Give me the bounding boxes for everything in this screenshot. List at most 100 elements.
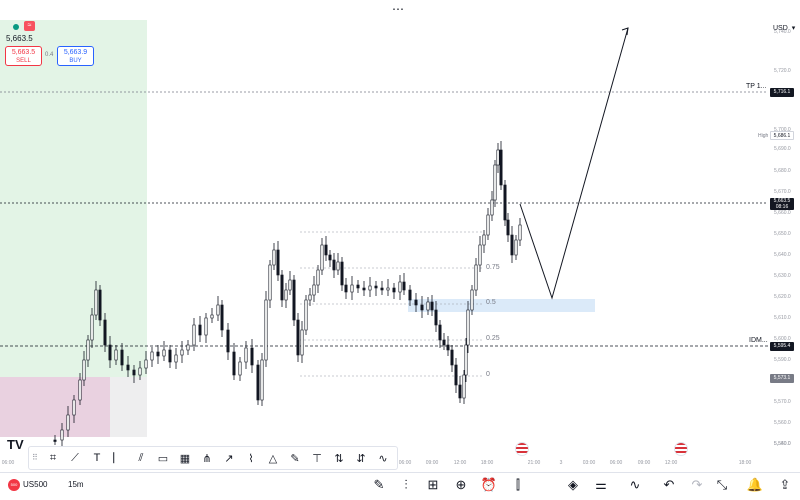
currency-selector[interactable]: USD ▾ [773, 24, 795, 32]
candle-body [514, 239, 518, 256]
candle-body [490, 199, 494, 216]
candle-body [72, 399, 76, 416]
candle-body [120, 349, 124, 366]
candle-body [462, 374, 466, 399]
vertical-line-tool-icon[interactable]: ⎸ [113, 451, 125, 464]
price-tick: 5,640.0 [774, 252, 791, 258]
candle-body [340, 261, 344, 286]
candle-body [296, 319, 300, 356]
candle-body [144, 359, 148, 369]
tp-label: TP 1... [746, 83, 767, 90]
long-position-tool-icon[interactable]: ⇅ [334, 452, 344, 465]
grid-icon[interactable]: ⊞ [427, 477, 439, 492]
pitchfork-tool-icon[interactable]: ⋔ [202, 452, 212, 465]
zone-grey [110, 377, 147, 437]
candle-body [284, 289, 288, 301]
price-tick: 5,600.0 [774, 336, 791, 342]
price-tick: 5,680.0 [774, 168, 791, 174]
candle-body [442, 339, 446, 346]
trend-line-tool-icon[interactable]: ⟋ [71, 451, 79, 464]
wave-icon: ≈ [24, 21, 35, 31]
brush-tool-icon[interactable]: ✎ [290, 452, 300, 465]
candle-body [356, 284, 360, 289]
buy-price: 5,663.9 [63, 49, 88, 56]
candle-body [260, 359, 264, 401]
candle-body [446, 344, 450, 351]
price-tick: 5,740.0 [774, 29, 791, 35]
price-tick: 5,690.0 [774, 146, 791, 152]
bell-icon[interactable]: 🔔 [746, 477, 764, 492]
path-tool-icon[interactable]: ⌇ [248, 452, 254, 465]
redo-icon[interactable]: ↷ [691, 477, 703, 492]
buy-label: BUY [69, 58, 82, 64]
parallel-channel-tool-icon[interactable]: ⫽ [138, 451, 144, 464]
last-price: 5,663.5 [6, 34, 33, 43]
anchored-text-tool-icon[interactable]: ⊤ [312, 452, 322, 465]
price-tick: 5,700.0 [774, 127, 791, 133]
us-flag-event-icon[interactable] [515, 442, 529, 456]
price-tick: 5,540.0 [774, 441, 791, 447]
buy-button[interactable]: 5,663.9 BUY [57, 46, 94, 66]
indicator-icon[interactable]: ∿ [629, 477, 641, 492]
candlestick-series [53, 141, 522, 446]
candle-body [420, 304, 424, 311]
candle-body [386, 287, 390, 291]
note-tool-icon[interactable]: ⌗ [49, 451, 57, 464]
symbol-name[interactable]: US500 [23, 480, 48, 489]
current-price-timer: 08:16 [775, 204, 789, 210]
time-tick: 3 [559, 460, 563, 466]
demand-zone-green [0, 20, 147, 377]
high-label: High [758, 133, 769, 139]
idm-price-tag: 5,595.4 [770, 342, 794, 351]
candle-body [368, 285, 372, 291]
table-tool-icon[interactable]: ▦ [179, 452, 191, 465]
candle-body [474, 264, 478, 291]
high-price-tag: 5,686.1 [770, 131, 794, 140]
candle-body [94, 289, 98, 316]
candle-body [98, 289, 102, 321]
compress-icon[interactable]: ⤡ [716, 477, 728, 492]
candle-body [126, 364, 130, 371]
toolbar-drag-handle-icon[interactable]: ⠿ [32, 453, 38, 462]
candle-body [66, 414, 70, 431]
sell-button[interactable]: 5,663.5 SELL [5, 46, 42, 66]
candle-body [198, 324, 202, 336]
projection-path[interactable] [519, 27, 629, 300]
curve-tool-icon[interactable]: ∿ [378, 452, 388, 465]
supply-zone-pink [0, 377, 110, 437]
share-icon[interactable]: ⇪ [779, 477, 791, 492]
sliders-icon[interactable]: ⚌ [595, 477, 607, 492]
alarm-icon[interactable]: ⏰ [480, 477, 498, 492]
candle-body [438, 324, 442, 341]
candle-body [308, 294, 312, 301]
candle-body [434, 309, 438, 326]
candle-body [374, 285, 378, 289]
more-options-icon[interactable]: ⋯ [392, 2, 404, 16]
text-tool-icon[interactable]: T [93, 452, 101, 464]
candle-body [324, 244, 328, 256]
candle-body [470, 289, 474, 311]
candle-body [226, 329, 230, 353]
short-position-tool-icon[interactable]: ⇵ [356, 452, 366, 465]
us-flag-event-icon-2[interactable] [674, 442, 688, 456]
rectangle-tool-icon[interactable]: ▭ [157, 452, 169, 465]
triangle-tool-icon[interactable]: △ [268, 452, 278, 465]
plus-circle-icon[interactable]: ⊕ [455, 477, 467, 492]
spread-value: 0.4 [45, 52, 54, 58]
candle-body [60, 429, 64, 441]
candle-body [204, 317, 208, 336]
candle-body [192, 324, 196, 346]
arrow-tool-icon[interactable]: ↗ [224, 452, 234, 465]
candle-body [280, 274, 284, 301]
bar-chart-icon[interactable]: ⫶ [404, 477, 408, 492]
time-tick: 12:00 [453, 460, 467, 466]
pencil-icon[interactable]: ✎ [373, 477, 385, 492]
candles-icon[interactable]: ⫿ [515, 477, 521, 492]
undo-icon[interactable]: ↶ [663, 477, 675, 492]
sell-price: 5,663.5 [11, 49, 36, 56]
price-tick: 5,670.0 [774, 189, 791, 195]
interval-selector[interactable]: 15m [68, 480, 84, 489]
candle-body [78, 379, 82, 401]
layers-icon[interactable]: ◈ [568, 477, 578, 492]
